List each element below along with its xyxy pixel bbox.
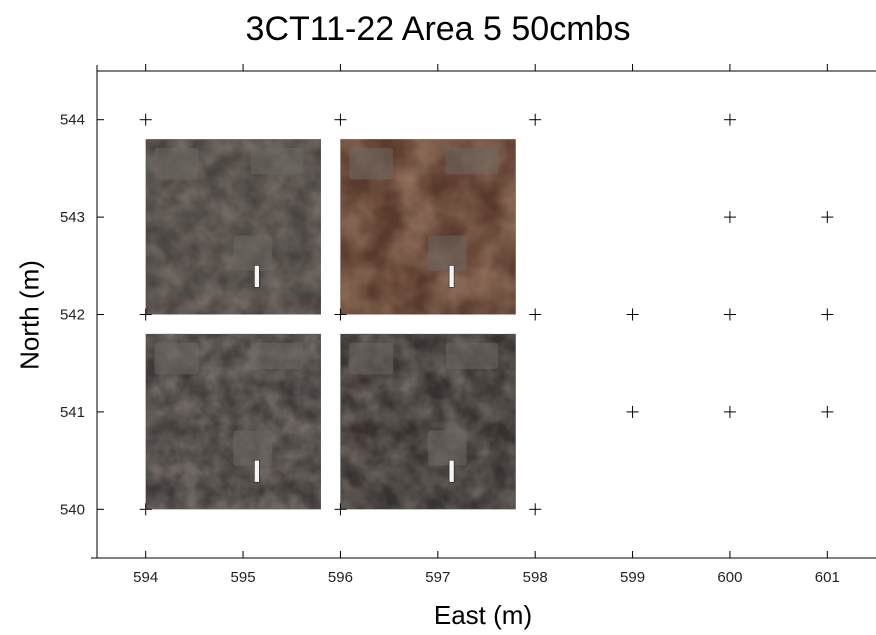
scale-bar (254, 459, 260, 483)
unit-photo (340, 139, 516, 315)
chart-title: 3CT11-22 Area 5 50cmbs (245, 10, 631, 48)
unit-photo (340, 333, 516, 510)
scale-bar (448, 265, 455, 288)
stone (233, 430, 272, 466)
grid-stake-marker (334, 113, 347, 126)
grid-stake-marker (334, 308, 347, 321)
stone (233, 235, 272, 271)
stone (428, 430, 467, 466)
grid-stake-marker (821, 211, 834, 224)
x-tick-label: 596 (328, 569, 353, 586)
grid-stake-marker (334, 503, 347, 516)
x-tick-label: 601 (815, 569, 840, 586)
stone (250, 147, 304, 175)
scale-bar (254, 265, 260, 288)
stone (250, 342, 304, 370)
stone (349, 342, 394, 375)
x-tick-label: 598 (523, 569, 548, 586)
grid-stake-marker (529, 503, 542, 516)
x-tick-label: 599 (620, 569, 645, 586)
unit-photo (145, 139, 321, 315)
x-tick-label: 595 (231, 569, 256, 586)
y-tick-label: 543 (60, 209, 85, 226)
stone (428, 235, 467, 271)
stone (349, 147, 394, 180)
stone (445, 342, 499, 370)
stone (445, 147, 499, 175)
y-tick-label: 540 (60, 501, 85, 518)
y-tick-label: 542 (60, 307, 85, 324)
grid-stake-marker (723, 113, 736, 126)
stone (154, 147, 199, 180)
grid-stake-marker (723, 405, 736, 418)
y-tick-label: 544 (60, 112, 85, 129)
grid-stake-marker (626, 308, 639, 321)
grid-stake-marker (821, 405, 834, 418)
y-tick-label: 541 (60, 404, 85, 421)
x-tick-label: 600 (717, 569, 742, 586)
grid-stake-marker (529, 308, 542, 321)
grid-stake-marker (139, 113, 152, 126)
grid-stake-marker (723, 211, 736, 224)
grid-stake-marker (139, 308, 152, 321)
grid-stake-marker (821, 308, 834, 321)
x-axis-label: East (m) (433, 600, 533, 630)
grid-stake-marker (723, 308, 736, 321)
x-tick-label: 597 (425, 569, 450, 586)
grid-stake-marker (529, 113, 542, 126)
unit-photo (145, 333, 321, 510)
grid-stake-marker (626, 405, 639, 418)
x-tick-label: 594 (133, 569, 158, 586)
grid-stake-marker (139, 503, 152, 516)
scale-bar (448, 459, 455, 483)
stone (154, 342, 199, 375)
